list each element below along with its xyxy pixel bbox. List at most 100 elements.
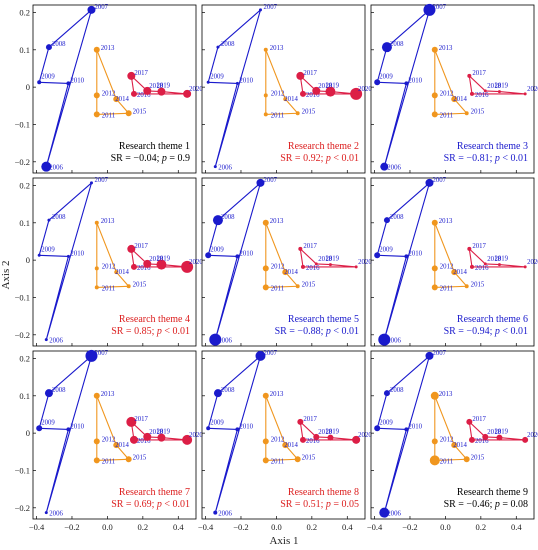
y-tick-label: 0.2 (19, 180, 30, 190)
year-label: 2012 (102, 436, 116, 443)
year-label: 2009 (379, 246, 393, 253)
data-point (262, 284, 269, 291)
data-point (113, 442, 120, 449)
data-point (37, 253, 41, 257)
data-point (209, 333, 222, 346)
panel-frame (32, 177, 197, 347)
data-point (282, 442, 289, 449)
data-point (298, 246, 303, 251)
period-polygon (376, 181, 431, 340)
year-label: 2015 (471, 108, 485, 115)
data-point (374, 79, 381, 86)
period-polygon (434, 49, 468, 115)
data-point (235, 254, 240, 259)
year-label: 2011 (102, 458, 115, 465)
y-tick-label: 0 (26, 255, 30, 265)
data-point (113, 96, 120, 103)
data-point (94, 285, 99, 290)
data-point (374, 252, 381, 259)
data-point (325, 86, 336, 97)
year-label: 2011 (271, 285, 284, 292)
x-tick-label: 0.2 (138, 522, 149, 532)
year-label: 2013 (101, 391, 115, 398)
data-point (381, 42, 392, 53)
year-label: 2018 (149, 256, 163, 263)
theme-title: Research theme 5 (288, 314, 359, 325)
year-label: 2014 (115, 96, 129, 103)
data-point (235, 81, 239, 85)
period-polygon (434, 395, 468, 461)
year-label: 2006 (218, 165, 232, 172)
y-tick-label: 0.1 (19, 45, 30, 55)
year-label: 2011 (271, 458, 284, 465)
period-polygon (265, 222, 299, 288)
data-point (44, 511, 48, 515)
year-label: 2014 (453, 442, 467, 449)
y-tick-label: −0.1 (15, 292, 30, 302)
panel-frame (32, 350, 197, 520)
data-point (94, 220, 99, 225)
x-tick-label: −0.2 (402, 522, 417, 532)
year-label: 2019 (494, 256, 508, 263)
period-polygon (96, 222, 130, 288)
data-point (425, 178, 434, 187)
y-tick-label: −0.1 (15, 119, 30, 129)
year-label: 2020 (358, 86, 372, 93)
data-point (126, 284, 131, 289)
year-label: 2009 (379, 419, 393, 426)
data-point (297, 418, 304, 425)
period-polygon (38, 354, 93, 513)
data-point (299, 436, 306, 443)
year-label: 2011 (440, 112, 453, 119)
period-polygon (96, 395, 130, 461)
data-point (93, 457, 100, 464)
year-label: 2008 (390, 41, 404, 48)
data-point (94, 266, 99, 271)
data-point (350, 87, 363, 100)
data-point (469, 264, 474, 269)
x-tick-label: 0.4 (342, 522, 353, 532)
year-label: 2019 (325, 429, 339, 436)
data-point (354, 265, 358, 269)
year-label: 2017 (472, 243, 486, 250)
year-label: 2007 (432, 177, 446, 184)
year-label: 2015 (133, 108, 147, 115)
data-point (126, 416, 137, 427)
year-label: 2010 (408, 423, 422, 430)
data-point (262, 265, 269, 272)
data-point (216, 45, 220, 49)
year-label: 2006 (49, 511, 63, 518)
period-polygon (468, 74, 526, 95)
year-label: 2009 (41, 73, 55, 80)
data-point (66, 81, 71, 86)
data-point (497, 263, 501, 267)
data-point (464, 111, 469, 116)
year-label: 2014 (453, 269, 467, 276)
data-point (496, 434, 503, 441)
year-label: 2020 (189, 432, 203, 439)
year-label: 2006 (387, 511, 401, 518)
data-point (379, 507, 390, 518)
year-label: 2016 (137, 438, 151, 445)
year-label: 2009 (41, 246, 55, 253)
y-tick-label: −0.2 (15, 157, 30, 167)
year-label: 2019 (156, 256, 170, 263)
x-tick-label: 0.4 (511, 522, 522, 532)
theme-title: Research theme 7 (119, 487, 190, 498)
data-point (483, 262, 487, 266)
period-polygon (207, 354, 262, 513)
year-label: 2012 (102, 90, 116, 97)
data-point (383, 217, 390, 224)
year-label: 2014 (284, 96, 298, 103)
year-label: 2013 (101, 218, 115, 225)
data-point (44, 338, 48, 342)
year-label: 2008 (52, 387, 66, 394)
year-label: 2020 (189, 259, 203, 266)
x-tick-label: −0.4 (198, 522, 214, 532)
period-polygon (207, 181, 262, 340)
data-point (523, 92, 527, 96)
year-label: 2017 (134, 416, 148, 423)
data-point (425, 351, 434, 360)
year-label: 2008 (390, 387, 404, 394)
x-tick-label: −0.2 (64, 522, 79, 532)
